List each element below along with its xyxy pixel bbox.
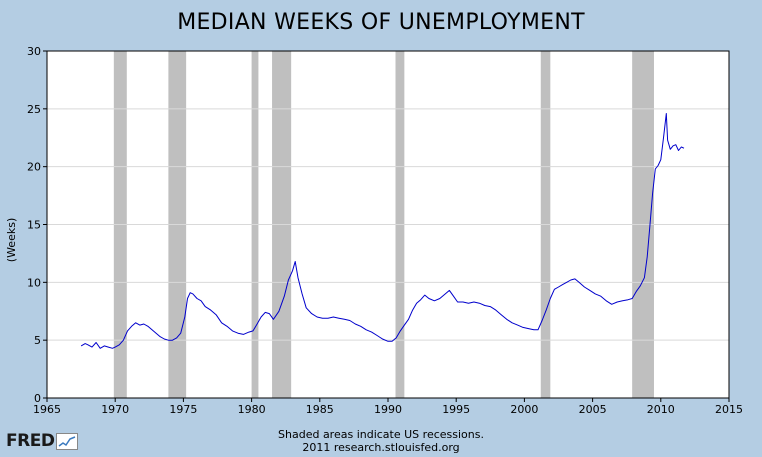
y-tick-label: 30 xyxy=(27,45,41,58)
x-tick-label: 1980 xyxy=(238,403,266,416)
y-tick-label: 10 xyxy=(27,276,41,289)
series-line xyxy=(80,113,685,349)
series-layer xyxy=(80,113,685,349)
x-tick-label: 1985 xyxy=(306,403,334,416)
y-axis-ticks: 0 5 10 15 20 25 30 xyxy=(27,45,47,405)
fred-logo-text: FRED xyxy=(6,431,55,451)
footnote: Shaded areas indicate US recessions. 201… xyxy=(0,428,762,454)
chart-title: MEDIAN WEEKS OF UNEMPLOYMENT xyxy=(177,10,585,35)
x-tick-label: 1975 xyxy=(169,403,197,416)
y-tick-label: 20 xyxy=(27,161,41,174)
footnote-source: 2011 research.stlouisfed.org xyxy=(302,441,460,454)
x-tick-label: 1970 xyxy=(101,403,129,416)
grid-lines xyxy=(47,108,729,341)
x-tick-label: 2010 xyxy=(647,403,675,416)
x-tick-label: 1990 xyxy=(374,403,402,416)
footnote-recessions: Shaded areas indicate US recessions. xyxy=(278,428,484,441)
y-tick-label: 0 xyxy=(34,392,41,405)
y-tick-label: 5 xyxy=(34,334,41,347)
y-tick-label: 25 xyxy=(27,103,41,116)
x-tick-label: 1965 xyxy=(33,403,61,416)
y-tick-label: 15 xyxy=(27,219,41,232)
x-axis-ticks: 1965 1970 1975 1980 1985 1990 1995 2000 2005 2010… xyxy=(33,398,743,416)
line-chart-icon xyxy=(56,432,79,450)
x-tick-label: 2000 xyxy=(510,403,538,416)
y-axis-label: (Weeks) xyxy=(5,218,18,262)
x-tick-label: 1995 xyxy=(442,403,470,416)
x-tick-label: 2015 xyxy=(715,403,743,416)
x-tick-label: 2005 xyxy=(579,403,607,416)
fred-logo: FRED xyxy=(6,431,79,451)
